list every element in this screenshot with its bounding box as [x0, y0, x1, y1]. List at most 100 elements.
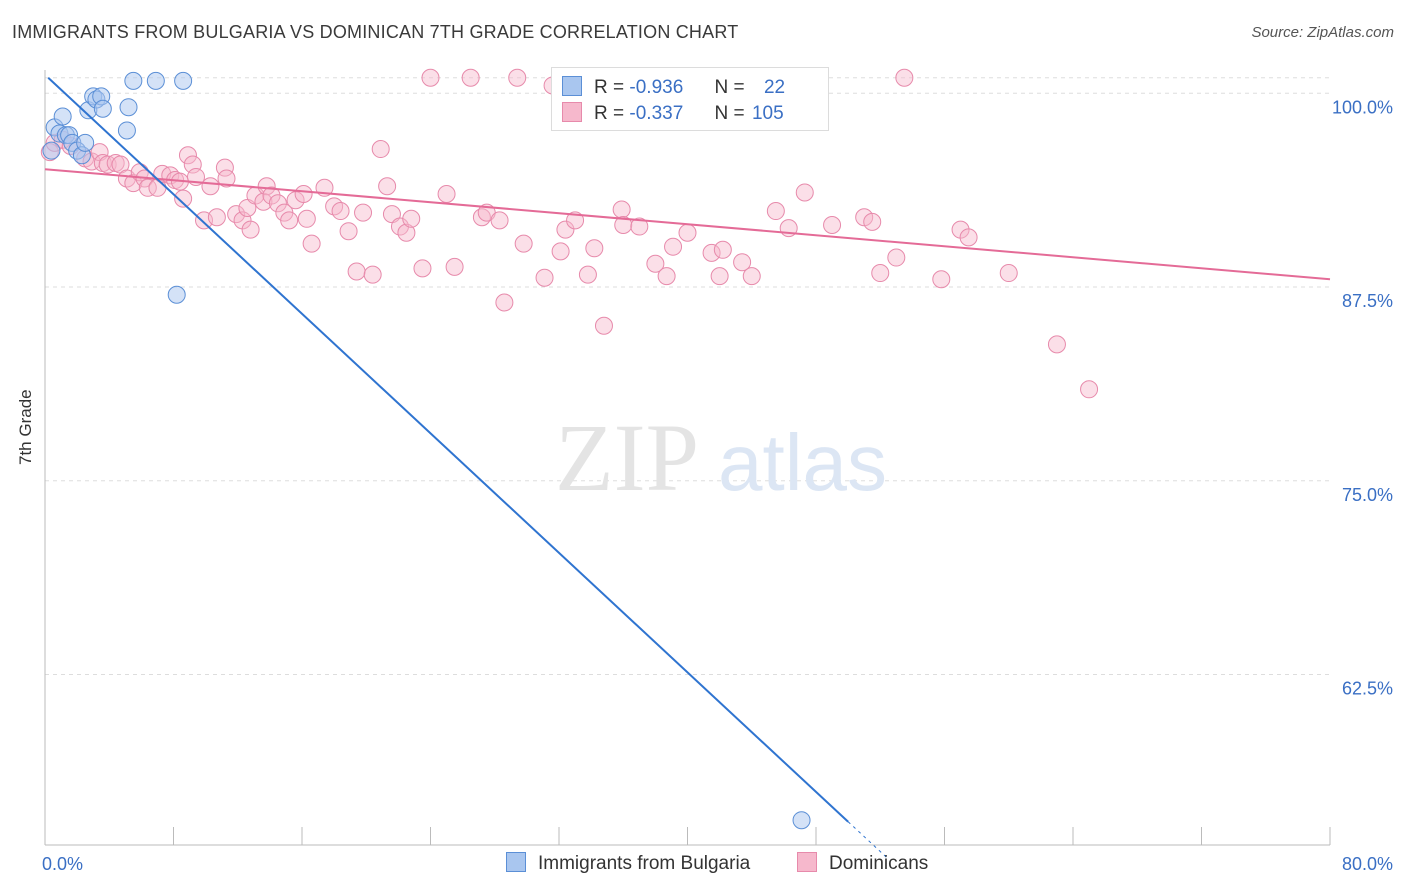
grid-lines: [45, 77, 1330, 675]
dominican-point: [887, 248, 906, 267]
dominican-point: [932, 270, 951, 289]
dominican-point: [354, 203, 373, 222]
dominican-point: [657, 267, 676, 286]
dominican-point: [495, 293, 514, 312]
dominican-point: [551, 242, 570, 261]
bulgaria-n-value: 22: [763, 77, 786, 98]
y-tick-label: 100.0%: [1332, 97, 1393, 117]
dominican-point: [331, 202, 350, 221]
dominican-point: [630, 217, 649, 236]
dominican-point: [895, 68, 914, 87]
chart-title: IMMIGRANTS FROM BULGARIA VS DOMINICAN 7T…: [12, 22, 739, 42]
dominican-swatch: [562, 102, 582, 122]
bulgaria-r-value: -0.936: [629, 77, 684, 98]
bulgaria-point: [146, 71, 165, 90]
dominican-point: [959, 228, 978, 247]
dominican-point: [339, 222, 358, 241]
dominican-n-value: 105: [751, 103, 784, 124]
tick-labels: 100.0% 87.5% 75.0% 62.5% 0.0% 80.0%: [42, 97, 1393, 874]
dominican-point: [445, 257, 464, 276]
legend-item-dominican: Dominicans: [797, 852, 928, 875]
dominican-point: [508, 68, 527, 87]
dominican-point: [325, 197, 344, 216]
dominican-r-label: R =: [594, 103, 625, 124]
dominican-point: [421, 68, 440, 87]
dominican-point: [461, 68, 480, 87]
dominican-point: [514, 234, 533, 253]
dominican-point: [535, 268, 554, 287]
dominican-point: [863, 212, 882, 231]
axes: [44, 70, 1331, 846]
dominican-point: [646, 254, 665, 273]
bulgaria-point: [76, 133, 95, 152]
dominican-point: [742, 267, 761, 286]
dominican-point: [678, 223, 697, 242]
bulgaria-point: [124, 71, 143, 90]
bulgaria-legend-swatch: [506, 852, 526, 872]
dominican-point: [1047, 335, 1066, 354]
dominican-point: [138, 178, 157, 197]
dominican-point: [664, 237, 683, 256]
dominican-point: [124, 174, 143, 193]
dominican-point: [594, 316, 613, 335]
bulgaria-legend-label: Immigrants from Bulgaria: [538, 853, 751, 874]
dominican-point: [1080, 380, 1099, 399]
dominican-point: [217, 169, 236, 188]
dominican-r-value: -0.337: [629, 103, 684, 124]
y-tick-label: 75.0%: [1342, 485, 1393, 505]
trend-lines: [44, 77, 1331, 860]
dominican-point: [823, 216, 842, 234]
dominican-point: [585, 239, 604, 258]
bulgaria-r-label: R =: [594, 77, 625, 98]
dominican-point: [402, 209, 421, 228]
bulgaria-n-label: N =: [714, 77, 745, 98]
dominican-point: [437, 185, 456, 203]
dominican-point: [566, 211, 585, 230]
bulgaria-point: [53, 107, 72, 126]
dominican-point: [280, 211, 299, 230]
x-tick-label-min: 0.0%: [42, 854, 83, 874]
dominican-point: [363, 265, 382, 284]
bulgaria-point: [119, 98, 138, 117]
dominican-point: [378, 177, 397, 196]
bulgaria-point: [117, 121, 136, 140]
bulgaria-swatch: [562, 76, 582, 96]
dominican-point: [612, 200, 631, 219]
dominican-point: [201, 177, 220, 196]
dominican-point: [268, 194, 287, 213]
dominican-point: [241, 220, 260, 239]
dominican-point: [578, 265, 597, 284]
y-axis-label: 7th Grade: [16, 389, 35, 465]
watermark-zip: ZIP: [555, 404, 699, 511]
bulgaria-points: [42, 71, 811, 830]
dominican-point: [371, 140, 390, 159]
dominican-point: [733, 253, 752, 272]
dominican-point: [297, 209, 316, 228]
legend-item-bulgaria: Immigrants from Bulgaria: [506, 852, 750, 875]
dominican-trend-line: [44, 168, 1331, 281]
dominican-point: [302, 234, 321, 253]
dominican-point: [207, 208, 226, 227]
source-credit: Source: ZipAtlas.com: [1251, 24, 1394, 41]
dominican-point: [713, 240, 732, 259]
dominican-legend-swatch: [797, 852, 817, 872]
dominican-point: [556, 220, 575, 239]
dominican-point: [702, 243, 721, 262]
watermark-atlas: atlas: [718, 418, 887, 507]
x-tick-label-max: 80.0%: [1342, 854, 1393, 874]
correlation-legend: R = -0.936 N = 22 R = -0.337 N = 105: [551, 67, 829, 131]
dominican-point: [766, 202, 785, 221]
bulgaria-point: [792, 811, 811, 830]
legend-row-dominican: R = -0.337 N = 105: [562, 102, 784, 128]
dominican-point: [397, 223, 416, 242]
dominican-point: [710, 267, 729, 286]
dominican-point: [999, 264, 1018, 283]
bulgaria-point: [93, 99, 112, 118]
bulgaria-trend-line: [47, 77, 849, 823]
dominican-point: [490, 211, 509, 230]
bulgaria-point: [167, 285, 186, 304]
dominican-point: [413, 259, 432, 278]
dominican-legend-label: Dominicans: [829, 853, 929, 874]
legend-row-bulgaria: R = -0.936 N = 22: [562, 76, 785, 102]
